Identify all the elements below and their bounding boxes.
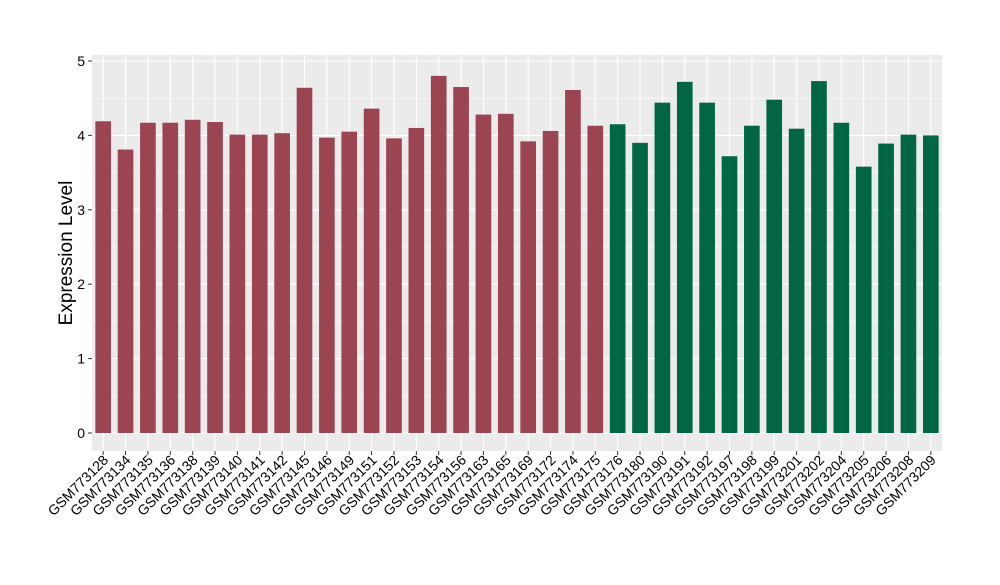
y-tick-label: 3 — [77, 202, 85, 218]
bar-GSM773205 — [855, 166, 872, 433]
bar-GSM773190 — [654, 102, 671, 433]
bar-GSM773149 — [341, 131, 358, 433]
bar-GSM773192 — [699, 102, 715, 433]
y-tick-label: 4 — [77, 127, 85, 143]
bar-GSM773206 — [878, 143, 894, 434]
bar-GSM773153 — [408, 127, 425, 434]
bar-GSM773197 — [721, 156, 738, 433]
bars — [95, 75, 939, 434]
bar-GSM773154 — [430, 75, 447, 433]
y-tick-label: 1 — [77, 351, 85, 367]
bar-GSM773180 — [632, 142, 648, 433]
bar-GSM773146 — [319, 137, 335, 433]
bar-GSM773134 — [117, 149, 134, 433]
bar-GSM773199 — [766, 99, 783, 434]
bar-GSM773175 — [587, 125, 604, 433]
bar-GSM773191 — [676, 81, 693, 433]
y-axis-title: Expression Level — [56, 181, 77, 326]
bar-GSM773204 — [833, 122, 850, 433]
bar-GSM773174 — [565, 90, 581, 434]
bar-GSM773145 — [296, 87, 313, 433]
bar-GSM773152 — [386, 138, 402, 433]
bar-GSM773139 — [207, 122, 223, 434]
bar-GSM773172 — [542, 130, 559, 433]
bar-GSM773202 — [811, 81, 827, 433]
bar-GSM773135 — [140, 122, 156, 433]
y-tick-label: 0 — [77, 425, 85, 441]
y-axis: 0 1 2 3 4 5 — [77, 53, 92, 441]
bar-GSM773136 — [162, 122, 179, 433]
bar-GSM773169 — [520, 141, 537, 434]
bar-GSM773140 — [229, 134, 246, 433]
bar-GSM773198 — [744, 125, 760, 433]
bar-GSM773165 — [497, 113, 514, 433]
x-axis: GSM773128GSM773134GSM773135GSM773136GSM7… — [44, 451, 939, 519]
bar-GSM773142 — [274, 133, 290, 433]
y-tick-label: 5 — [77, 53, 85, 69]
bar-GSM773209 — [922, 135, 939, 433]
bar-GSM773201 — [788, 128, 805, 434]
bar-GSM773151 — [363, 108, 380, 433]
bar-GSM773128 — [95, 121, 112, 433]
bar-GSM773176 — [609, 124, 626, 434]
bar-GSM773141 — [251, 134, 268, 433]
bar-GSM773163 — [475, 114, 492, 434]
bar-GSM773208 — [900, 134, 917, 433]
y-tick-label: 2 — [77, 276, 85, 292]
bar-GSM773138 — [184, 119, 201, 433]
bar-GSM773156 — [453, 87, 469, 433]
